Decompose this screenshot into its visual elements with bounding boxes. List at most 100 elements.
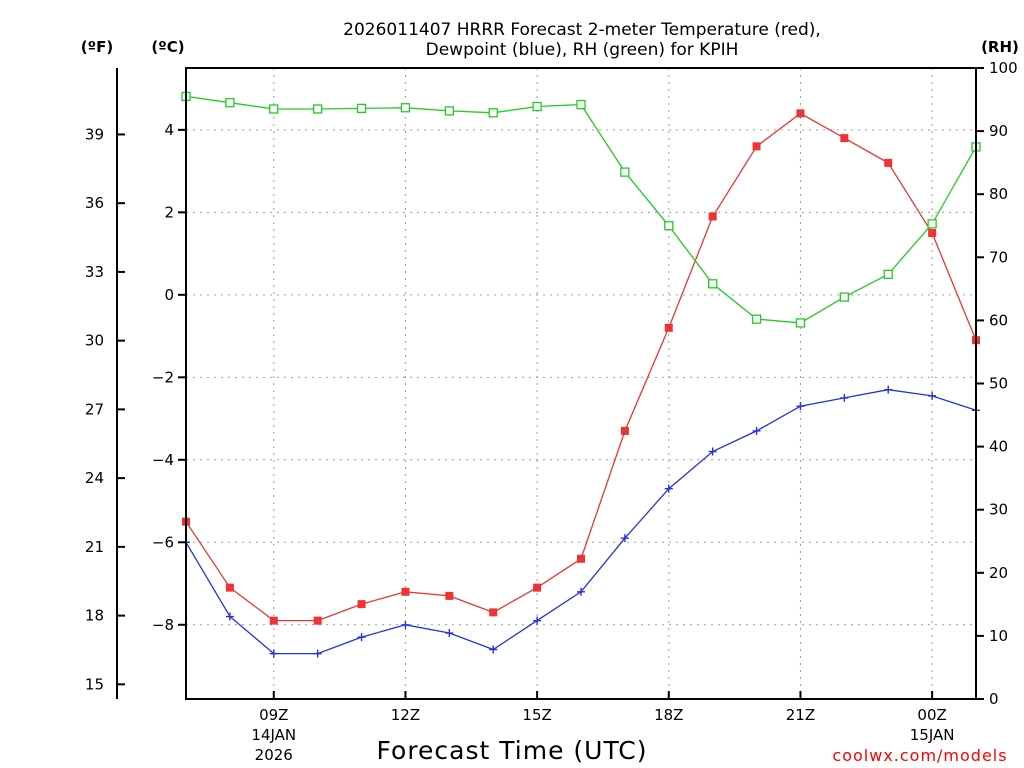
fahrenheit-tick-label: 30: [85, 332, 104, 350]
dewpoint-point: [225, 612, 234, 621]
rh-tick-label: 20: [989, 564, 1008, 582]
rh-line: [185, 95, 977, 324]
temperature-point: [664, 323, 673, 332]
chart-title-line1: 2026011407 HRRR Forecast 2-meter Tempera…: [343, 20, 821, 40]
fahrenheit-tick-label: 21: [85, 538, 104, 556]
rh-point: [664, 221, 674, 231]
fahrenheit-tick-label: 36: [85, 194, 104, 212]
dewpoint-point: [313, 649, 322, 658]
dewpoint-point: [401, 620, 410, 629]
rh-point: [444, 106, 454, 116]
celsius-tick-label: −2: [152, 368, 174, 386]
rh-tick-label: 100: [989, 59, 1018, 77]
x-tick-label: 15Z: [522, 706, 551, 724]
dewpoint-point: [752, 426, 761, 435]
rh-point: [795, 318, 806, 328]
series-group: [181, 91, 981, 658]
rh-unit-label: (RH): [981, 38, 1019, 56]
x-tick-date-label: 15JAN: [910, 726, 955, 744]
dewpoint-point: [884, 385, 893, 394]
temperature-point: [269, 616, 278, 625]
temperature-point: [796, 109, 805, 118]
rh-tick-label: 50: [989, 375, 1008, 393]
temperature-point: [225, 583, 234, 592]
rh-tick-label: 60: [989, 311, 1008, 329]
fahrenheit-tick-label: 39: [85, 125, 104, 143]
dewpoint-point: [533, 616, 542, 625]
temperature-point: [620, 426, 629, 435]
rh-tick-label: 90: [989, 122, 1008, 140]
grid-lines: [186, 68, 976, 699]
rh-tick-label: 70: [989, 248, 1008, 266]
temperature-point: [708, 212, 717, 221]
temperature-line: [185, 112, 977, 622]
rh-tick-label: 10: [989, 627, 1008, 645]
celsius-tick-label: −8: [152, 616, 174, 634]
x-tick-label: 00Z: [917, 706, 946, 724]
temperature-point: [840, 134, 849, 143]
x-tick-label: 21Z: [786, 706, 815, 724]
dewpoint-line: [185, 389, 977, 655]
dewpoint-point: [445, 629, 454, 638]
rh-point: [620, 167, 630, 177]
rh-point: [576, 99, 586, 110]
dewpoint-point: [708, 447, 717, 456]
x-tick-label: 09Z: [259, 706, 288, 724]
rh-point: [883, 269, 893, 279]
celsius-tick-label: −4: [152, 451, 174, 469]
x-tick-date-label: 14JAN: [251, 726, 296, 744]
temperature-point: [357, 600, 366, 609]
dewpoint-point: [664, 484, 673, 493]
dewpoint-point: [928, 391, 937, 400]
rh-point: [269, 104, 279, 114]
rh-point: [532, 101, 542, 112]
rh-tick-label: 40: [989, 438, 1008, 456]
x-tick-label: 18Z: [654, 706, 683, 724]
rh-point: [927, 219, 937, 229]
rh-point: [400, 103, 411, 113]
dewpoint-point: [269, 649, 278, 658]
x-axis: 09Z 14JAN 2026 12Z 15Z 18Z 21Z 00Z 15JAN: [251, 691, 954, 764]
rh-point: [708, 279, 718, 289]
rh-tick-label: 0: [989, 690, 999, 708]
temperature-point: [489, 608, 498, 617]
celsius-unit-label: (ºC): [151, 38, 184, 56]
temperature-point: [533, 583, 542, 592]
rh-tick-label: 80: [989, 185, 1008, 203]
chart-title-line2: Dewpoint (blue), RH (green) for KPIH: [426, 40, 739, 60]
dewpoint-point: [357, 633, 366, 642]
fahrenheit-tick-label: 24: [85, 469, 104, 487]
fahrenheit-tick-label: 33: [85, 263, 104, 281]
fahrenheit-tick-label: 15: [85, 675, 104, 693]
rh-point: [488, 108, 498, 118]
temperature-point: [577, 554, 585, 563]
celsius-tick-label: 2: [164, 203, 174, 221]
fahrenheit-tick-label: 18: [85, 607, 104, 625]
rh-point: [356, 103, 367, 114]
rh-point: [313, 104, 323, 114]
dewpoint-point: [489, 645, 498, 654]
celsius-tick-label: 4: [164, 121, 174, 139]
temperature-point: [752, 142, 761, 151]
celsius-tick-label: 0: [164, 286, 174, 304]
temperature-point: [401, 587, 410, 596]
fahrenheit-unit-label: (ºF): [81, 38, 113, 56]
rh-point: [751, 314, 762, 324]
temperature-point: [445, 591, 454, 600]
chart-title: 2026011407 HRRR Forecast 2-meter Tempera…: [343, 20, 821, 60]
plot-frame: [185, 67, 977, 700]
fahrenheit-tick-label: 27: [85, 400, 104, 418]
temperature-point: [928, 228, 937, 237]
dewpoint-point: [620, 534, 629, 543]
dewpoint-point: [577, 587, 585, 596]
temperature-point: [884, 158, 893, 167]
rh-point: [225, 98, 235, 108]
x-axis-title: Forecast Time (UTC): [377, 736, 648, 765]
left-axis: 4 2 0 −2 −4 −6 −8 39 36 33 30 27 24 21 18 15: [85, 121, 186, 693]
x-tick-label: 12Z: [391, 706, 420, 724]
dewpoint-point: [796, 402, 805, 411]
x-tick-year-label: 2026: [255, 746, 293, 764]
rh-point: [839, 292, 849, 302]
